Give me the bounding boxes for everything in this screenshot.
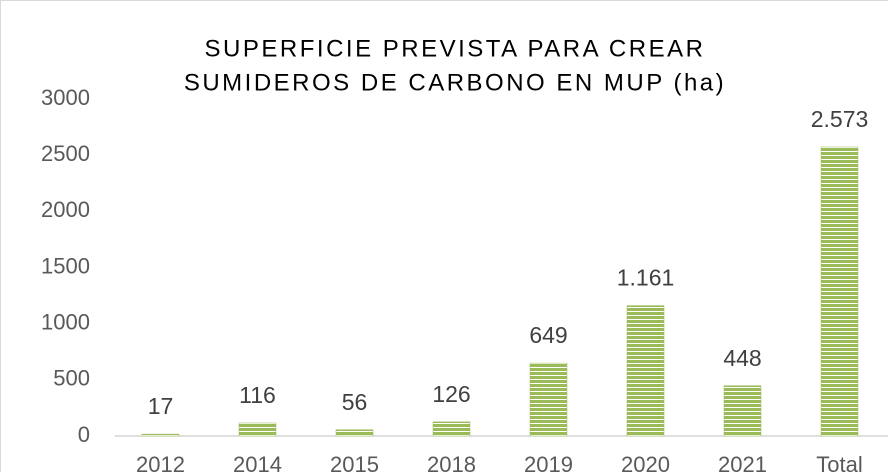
x-tick-label: 2020 [621,452,670,472]
y-tick-label: 2500 [41,141,90,166]
x-tick-label: 2015 [330,452,379,472]
data-label: 649 [529,322,567,348]
x-tick-label: 2014 [233,452,282,472]
bar [723,385,762,437]
data-label: 17 [148,393,174,419]
y-tick-label: 3000 [41,85,90,110]
y-tick-label: 1000 [41,309,90,334]
data-label: 56 [342,389,368,415]
y-tick-label: 500 [53,366,90,391]
bar [141,433,180,437]
bar [529,362,568,437]
x-tick-label: 2019 [524,452,573,472]
y-tick-label: 0 [78,422,90,447]
x-tick-label: 2018 [427,452,476,472]
data-label: 1.161 [617,265,675,291]
bar [238,422,277,437]
chart-title: SUPERFICIE PREVISTA PARA CREAR [205,35,706,62]
bar [626,305,665,437]
data-label: 116 [239,382,276,408]
y-tick-label: 1500 [41,253,90,278]
data-label: 448 [723,345,761,371]
bar [335,429,374,437]
y-tick-label: 2000 [41,197,90,222]
bar [432,421,471,437]
data-label: 126 [432,381,470,407]
data-label: 2.573 [811,106,869,132]
x-tick-label: 2021 [718,452,767,472]
bar [820,146,859,437]
x-tick-label: 2012 [136,452,185,472]
x-tick-label: Total [816,452,862,472]
chart-title: SUMIDEROS DE CARBONO EN MUP (ha) [184,69,726,96]
